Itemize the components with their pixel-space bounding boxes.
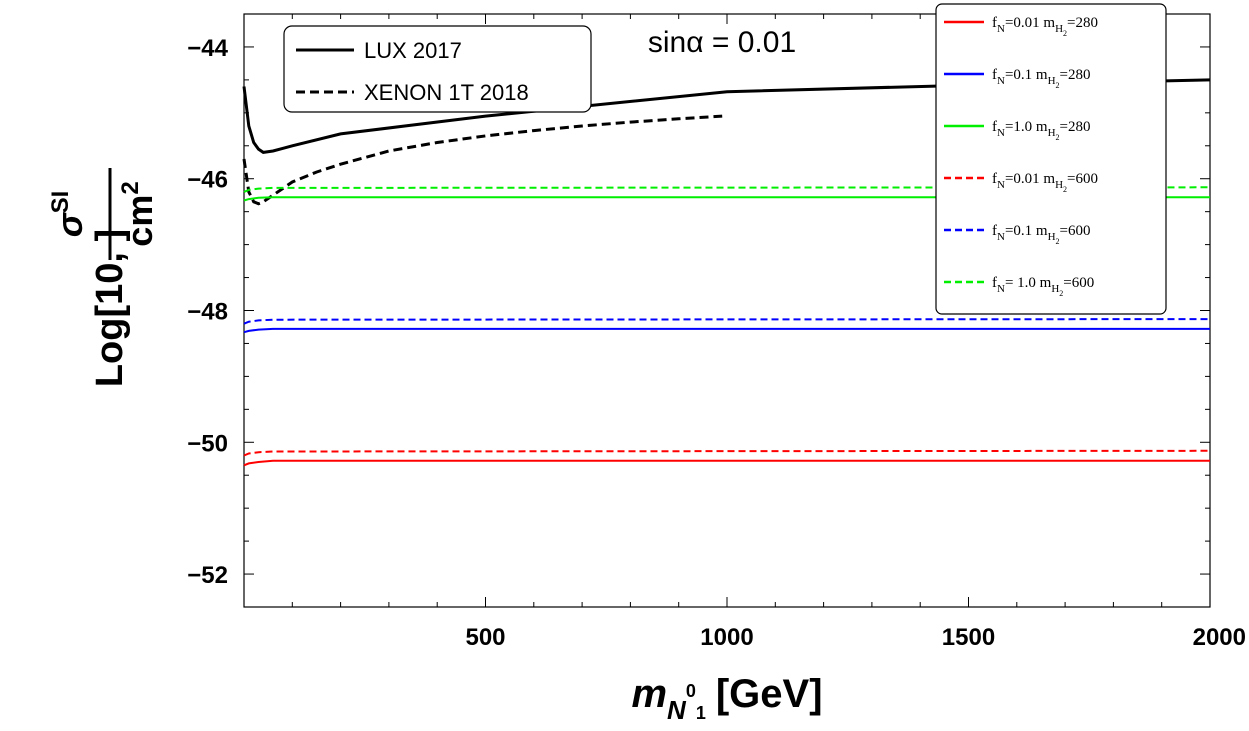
svg-text:cm2: cm2 — [117, 181, 160, 246]
x-axis-label: mN01 [GeV] — [631, 672, 822, 725]
y-tick-label: −46 — [187, 167, 228, 194]
series-line-5 — [243, 196, 1210, 202]
series-line-1 — [242, 78, 1211, 154]
ticks: 500 1000 1500 2000 −44 −46 −48 −50 −52 — [187, 13, 1246, 651]
svg-text:mN01[GeV]: mN01 [GeV] — [631, 672, 822, 725]
legend-models: fN=0.01 mH2=280 fN=0.1 mH2=280 fN=1.0 mH2=… — [935, 3, 1167, 315]
legend-model-label: fN=0.01 mH2=600 — [992, 171, 1098, 194]
x-axis-label-sup: 0 — [686, 681, 696, 701]
y-axis-label-log: Log[10, — [89, 252, 131, 387]
legend-model-label: fN=1.0 mH2=280 — [992, 119, 1091, 142]
sin-alpha-annotation: sinα = 0.01 — [648, 26, 796, 59]
x-axis-label-units: [GeV] — [716, 672, 823, 716]
x-tick-label: 1500 — [942, 624, 995, 651]
series-line-3 — [243, 459, 1210, 467]
y-tick-label: −50 — [187, 430, 228, 457]
x-axis-label-sub2: 1 — [696, 703, 706, 723]
y-axis-label-cm-sup: 2 — [117, 181, 144, 194]
series-line-2 — [242, 114, 723, 206]
series-line-6 — [243, 449, 1211, 457]
x-tick-label: 500 — [465, 624, 505, 651]
svg-text:σSI: σSI — [47, 191, 90, 238]
legend-model-label: fN= 1.0 mH2=600 — [992, 275, 1094, 298]
x-axis-label-sub: N — [667, 695, 687, 725]
legend-model-label: fN=0.1 mH2=600 — [992, 223, 1091, 246]
x-tick-label: 2000 — [1193, 624, 1246, 651]
legend-label: XENON 1T 2018 — [364, 80, 529, 105]
y-axis-label: Log[10, ] σSI cm2 — [47, 168, 160, 387]
y-tick-label: −52 — [187, 562, 228, 589]
series-line-4 — [243, 327, 1210, 334]
series-line-7 — [243, 318, 1211, 325]
legend-model-label: fN=0.01 mH2=280 — [992, 15, 1098, 38]
legend-experiments-box — [283, 25, 592, 113]
y-tick-label: −48 — [187, 299, 228, 326]
x-axis-label-symbol: m — [631, 672, 667, 716]
y-tick-label: −44 — [187, 35, 228, 62]
legend-model-label: fN=0.1 mH2=280 — [992, 67, 1091, 90]
x-tick-label: 1000 — [700, 624, 753, 651]
y-axis-label-sigma-sup: SI — [47, 191, 74, 214]
series-line-8 — [243, 186, 1211, 193]
legend-experiments: LUX 2017 XENON 1T 2018 — [283, 25, 592, 113]
legend-label: LUX 2017 — [364, 38, 462, 63]
series-layer — [242, 78, 1211, 467]
y-axis-label-sigma: σ — [49, 211, 90, 237]
legend-models-box — [935, 3, 1167, 315]
y-axis-label-cm: cm — [119, 195, 160, 247]
